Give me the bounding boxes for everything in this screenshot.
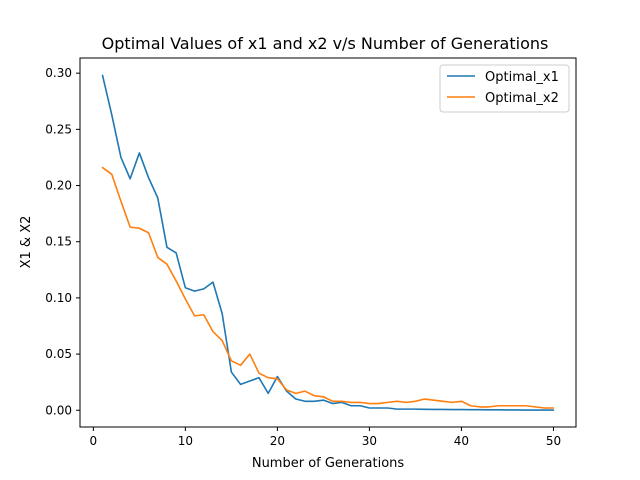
x-tick-label: 0 <box>90 434 98 448</box>
plot-area <box>80 58 576 427</box>
y-tick-label: 0.05 <box>45 347 72 361</box>
x-tick-label: 20 <box>270 434 285 448</box>
x-tick-label: 10 <box>178 434 193 448</box>
y-axis: 0.00 0.05 0.10 0.15 0.20 0.25 0.30 <box>45 66 80 417</box>
series-line-optimal-x1 <box>101 74 555 411</box>
x-tick-label: 30 <box>362 434 377 448</box>
y-axis-label: X1 & X2 <box>19 216 34 269</box>
y-tick-label: 0.00 <box>45 403 72 417</box>
y-tick-label: 0.10 <box>45 291 72 305</box>
legend-label-x1: Optimal_x1 <box>485 70 559 85</box>
series-layer <box>101 74 555 411</box>
x-axis: 0 10 20 30 40 50 <box>90 427 561 448</box>
series-line-optimal-x2 <box>101 166 555 409</box>
x-tick-label: 40 <box>454 434 469 448</box>
y-tick-label: 0.30 <box>45 66 72 80</box>
y-tick-label: 0.25 <box>45 122 72 136</box>
legend-label-x2: Optimal_x2 <box>485 91 559 106</box>
x-tick-label: 50 <box>546 434 561 448</box>
plot-frame <box>79 57 577 428</box>
y-tick-label: 0.20 <box>45 179 72 193</box>
legend: Optimal_x1 Optimal_x2 <box>439 64 570 113</box>
x-axis-label: Number of Generations <box>252 456 405 471</box>
chart-title: Optimal Values of x1 and x2 v/s Number o… <box>102 34 549 53</box>
y-tick-label: 0.15 <box>45 235 72 249</box>
